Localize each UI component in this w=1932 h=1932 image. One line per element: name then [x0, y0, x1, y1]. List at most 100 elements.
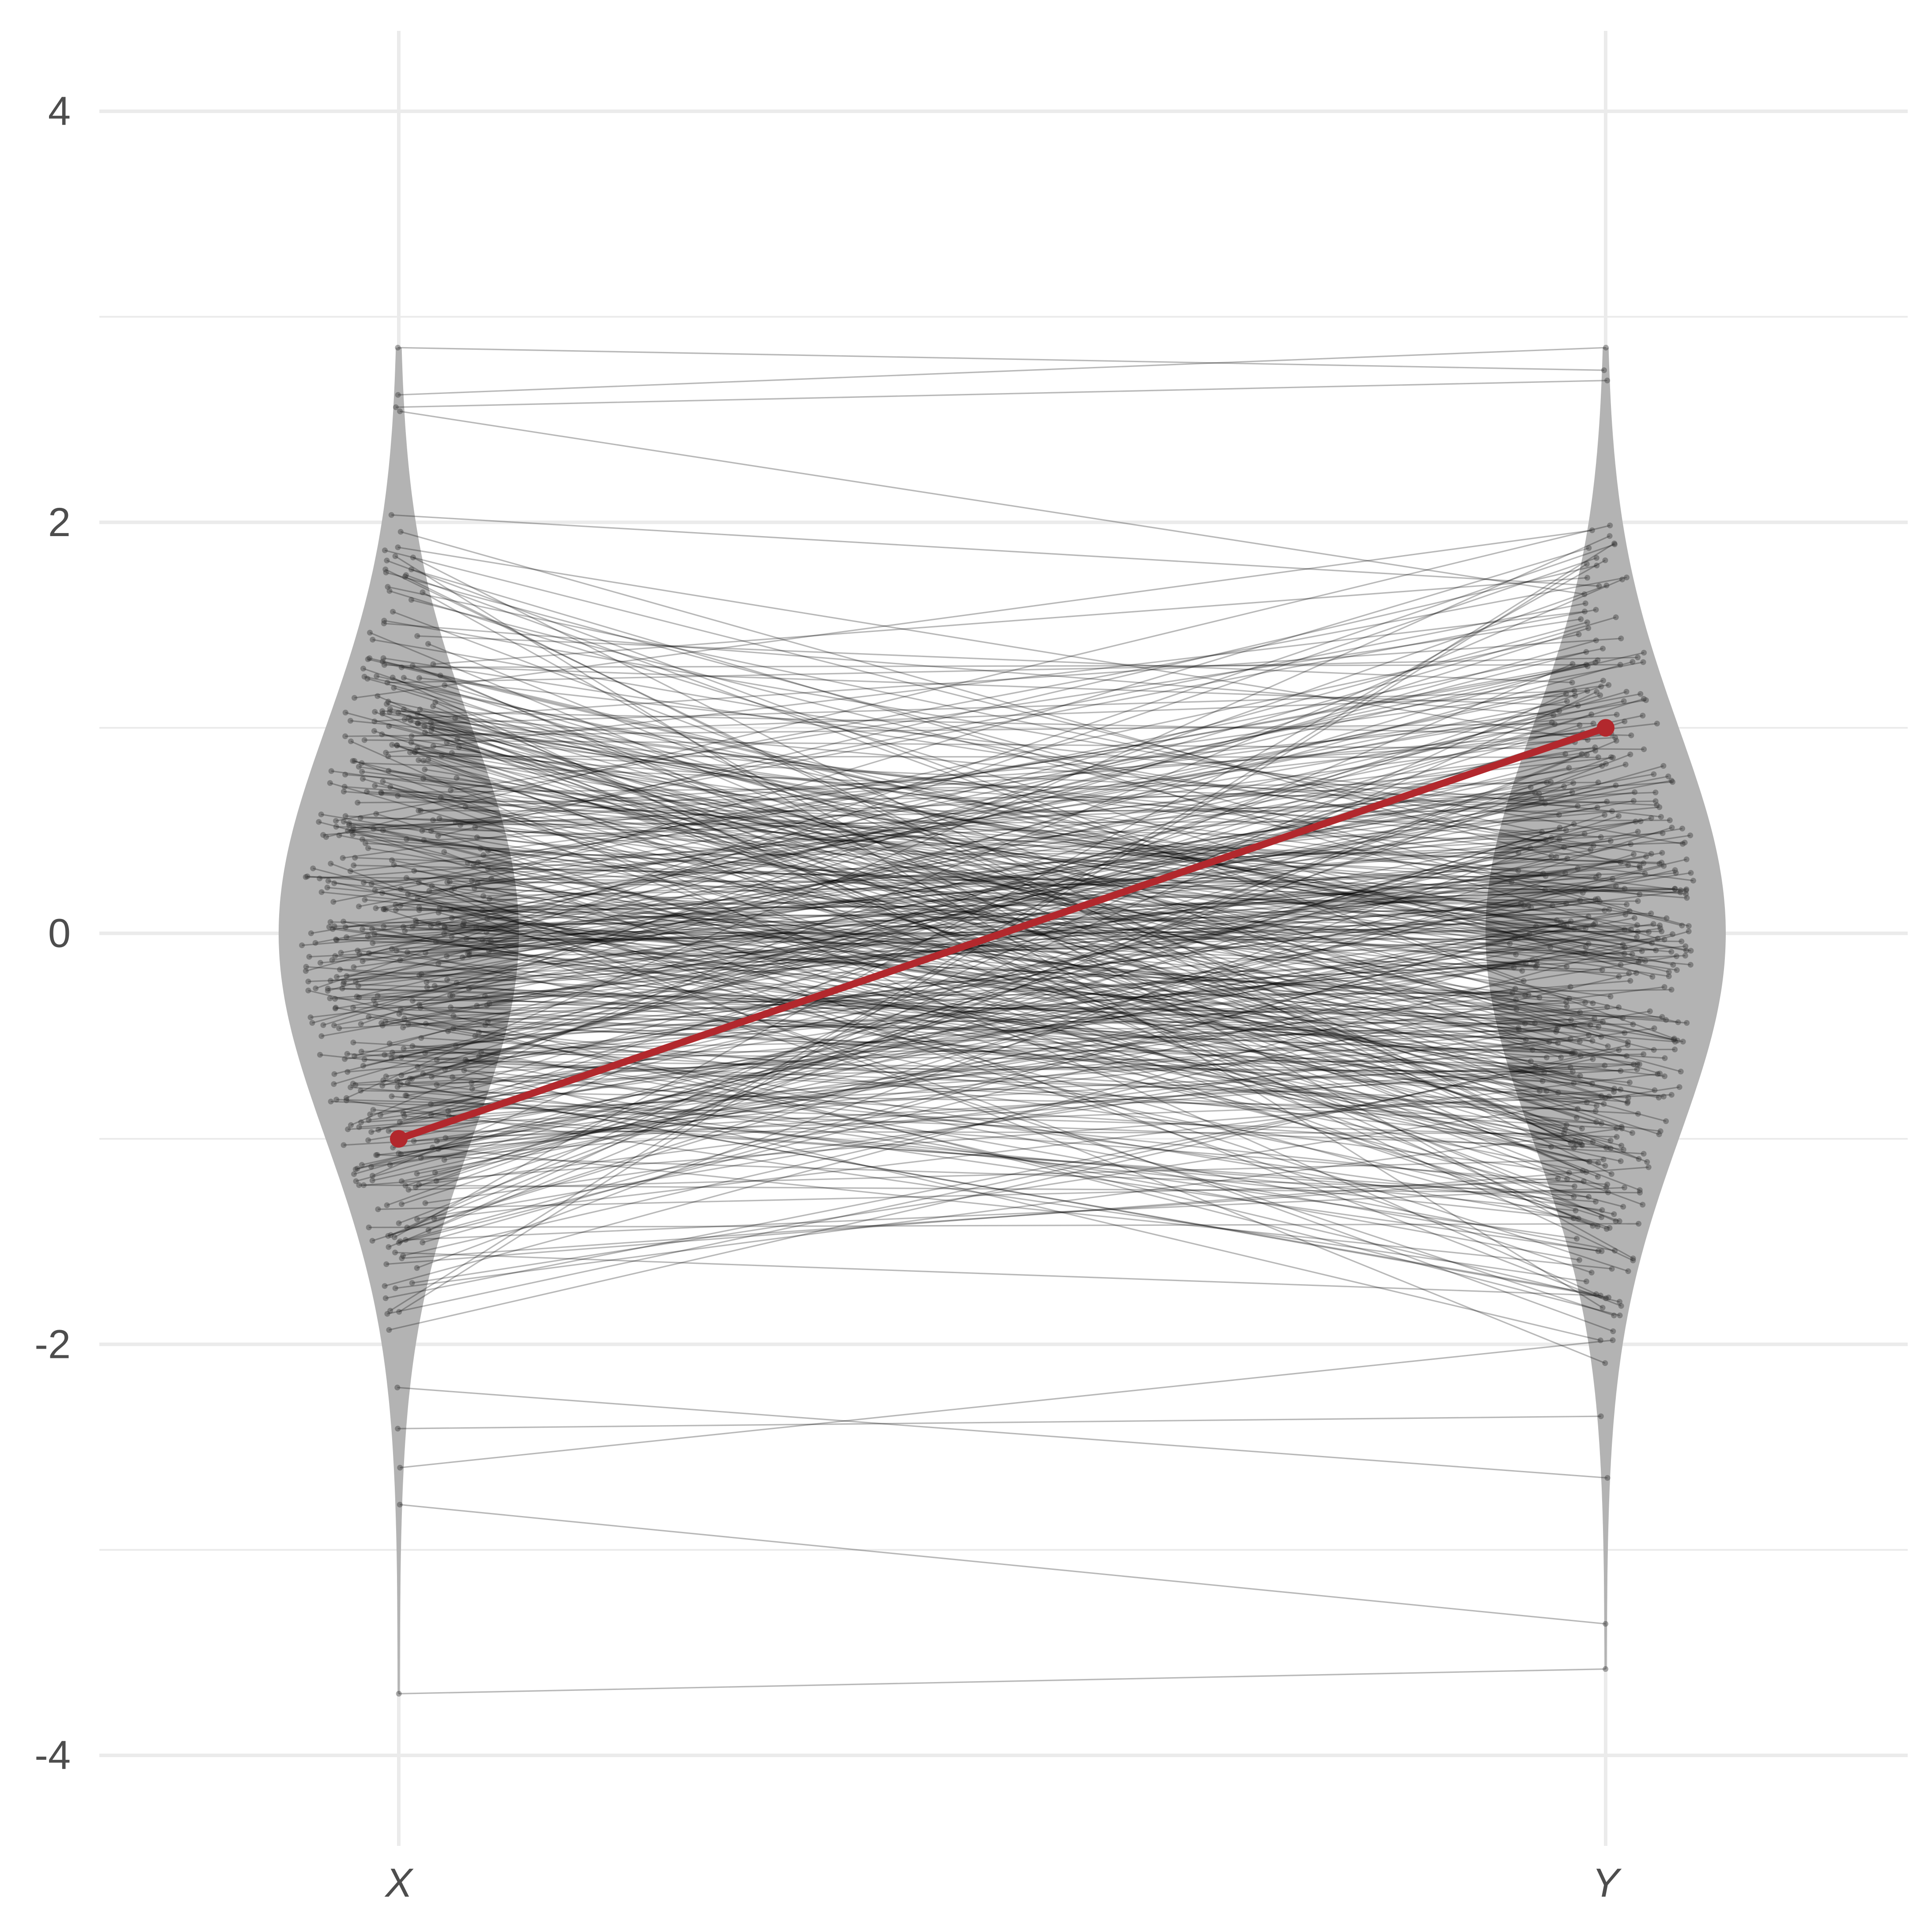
pair-line — [393, 986, 1665, 1149]
point-x — [378, 790, 384, 795]
point-x — [310, 866, 316, 871]
point-x — [383, 749, 389, 756]
point-y — [1571, 688, 1577, 694]
point-y — [1548, 779, 1554, 785]
pair-line — [361, 762, 1578, 807]
pair-line — [309, 892, 1583, 958]
point-y — [1679, 938, 1685, 945]
point-y — [1666, 973, 1672, 979]
pair-line — [308, 990, 1620, 1303]
point-x — [397, 903, 404, 909]
point-x — [482, 993, 488, 999]
pair-line — [407, 693, 1567, 1229]
point-y — [1616, 974, 1622, 979]
pair-line — [456, 889, 1686, 1047]
point-x — [431, 983, 438, 989]
point-x — [382, 1018, 389, 1025]
point-y — [1539, 829, 1545, 835]
point-x — [305, 987, 311, 994]
point-y — [1625, 1099, 1631, 1105]
point-x — [434, 1138, 440, 1144]
pair-line — [389, 711, 1623, 945]
point-y — [1507, 941, 1513, 947]
y-axis-ticks: 4 2 0 -2 -4 — [34, 89, 71, 1778]
point-y — [1676, 1084, 1682, 1090]
point-x — [407, 749, 413, 756]
point-y — [1598, 1293, 1603, 1299]
point-y — [1606, 1294, 1612, 1301]
pair-line — [438, 911, 1598, 1227]
pair-line — [323, 732, 1583, 836]
point-x — [386, 1327, 392, 1333]
point-y — [1590, 1056, 1596, 1062]
pair-line — [464, 922, 1590, 1163]
point-y — [1598, 684, 1604, 690]
pair-line — [405, 814, 1605, 1187]
point-y — [1548, 853, 1554, 859]
pair-line — [415, 756, 1612, 1188]
point-y — [1614, 711, 1620, 718]
point-y — [1593, 1291, 1599, 1297]
point-y — [1641, 1051, 1647, 1057]
pair-line — [440, 675, 1583, 1172]
point-x — [471, 862, 476, 868]
pair-line — [421, 700, 1624, 975]
pair-line — [381, 792, 1531, 908]
pair-line — [431, 885, 1592, 1274]
point-y — [1643, 697, 1649, 703]
point-x — [402, 1183, 408, 1189]
point-x — [381, 906, 387, 912]
point-x — [403, 875, 409, 881]
point-y — [1654, 802, 1660, 808]
point-x — [416, 972, 423, 979]
point-x — [385, 1233, 391, 1239]
pair-line — [343, 983, 1519, 1029]
point-x — [399, 1178, 405, 1184]
pair-line — [455, 717, 1694, 881]
point-x — [385, 699, 391, 705]
pair-line — [417, 713, 1559, 816]
pair-line — [363, 1089, 1621, 1186]
point-x — [425, 756, 431, 763]
point-y — [1642, 958, 1648, 964]
point-x — [406, 714, 412, 720]
point-x — [392, 1285, 398, 1291]
point-x — [430, 661, 436, 667]
point-y — [1577, 1139, 1583, 1146]
point-y — [1621, 698, 1627, 704]
point-y — [1631, 1061, 1637, 1067]
point-y — [1630, 798, 1637, 804]
point-x — [386, 1040, 393, 1047]
point-y — [1622, 945, 1628, 950]
pair-line — [400, 410, 1585, 595]
point-y — [1677, 889, 1683, 896]
point-x — [428, 828, 434, 834]
pair-line — [383, 926, 1629, 974]
point-x — [370, 637, 376, 643]
pair-line — [390, 853, 1634, 1236]
pair-line — [400, 1083, 1596, 1295]
point-x — [409, 1043, 416, 1049]
point-y — [1641, 860, 1647, 866]
point-x — [441, 1157, 447, 1163]
point-x — [386, 768, 392, 774]
point-y — [1555, 1040, 1561, 1046]
point-x — [416, 907, 422, 913]
pair-line — [315, 693, 1641, 944]
pair-line — [361, 1041, 1550, 1123]
pair-line — [389, 543, 1615, 1312]
point-y — [1603, 1621, 1609, 1627]
point-y — [1513, 1006, 1520, 1012]
point-x — [355, 948, 361, 953]
pair-line — [377, 695, 1616, 1222]
point-y — [1611, 1089, 1617, 1095]
pair-line — [400, 531, 1552, 857]
point-y — [1656, 1131, 1662, 1138]
point-x — [346, 822, 352, 828]
point-x — [469, 1085, 475, 1092]
point-y — [1627, 751, 1633, 757]
point-y — [1640, 713, 1646, 718]
point-x — [396, 1309, 402, 1315]
pair-line — [419, 677, 1661, 818]
point-x — [409, 924, 416, 930]
